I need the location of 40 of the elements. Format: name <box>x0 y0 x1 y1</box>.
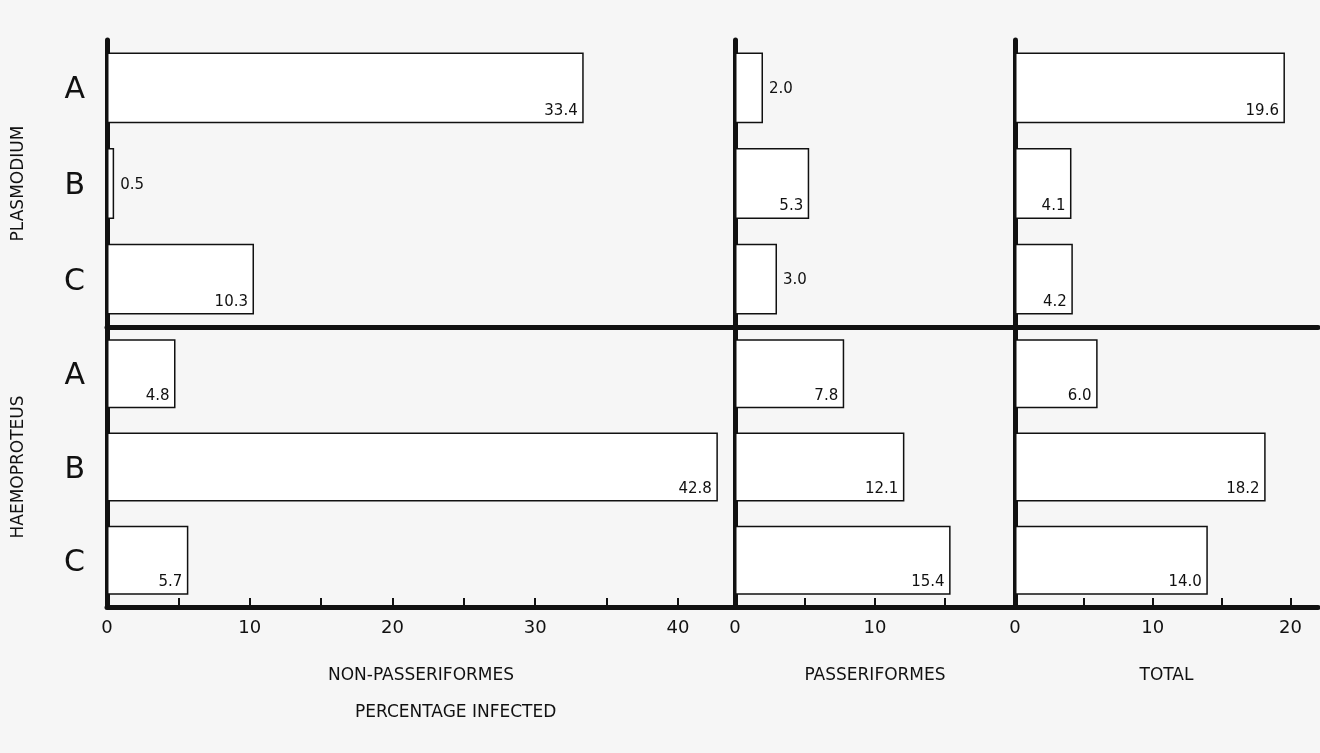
y-tick-label: A <box>64 356 86 392</box>
y-tick-label: C <box>64 542 85 578</box>
data-label: 18.2 <box>1226 479 1260 498</box>
data-label: 42.8 <box>678 479 712 498</box>
data-label: 0.5 <box>120 174 144 193</box>
data-label: 19.6 <box>1245 100 1279 119</box>
data-label: 6.0 <box>1067 385 1092 404</box>
y-tick-label: B <box>64 449 85 485</box>
text: PERCENTAGE INFECTED <box>355 700 557 721</box>
x-axis-title: PASSERIFORMES <box>804 663 946 684</box>
y-axis-title: HAEMOPROTEUS <box>6 395 27 539</box>
data-label: 5.3 <box>779 196 804 215</box>
x-tick-label: 30 <box>523 615 547 637</box>
data-label: 10.3 <box>214 292 249 311</box>
x-tick-label: 0 <box>729 615 741 637</box>
data-label: 15.4 <box>911 572 945 591</box>
x-tick-label: 0 <box>1009 615 1021 637</box>
x-axis-title: TOTAL <box>1138 663 1194 684</box>
x-tick-label: 20 <box>381 615 404 637</box>
data-label: 2.0 <box>769 78 793 97</box>
data-label: 4.2 <box>1042 292 1067 311</box>
data-label: 4.1 <box>1041 196 1066 215</box>
x-axis-title: NON-PASSERIFORMES <box>327 663 515 684</box>
data-label: 3.0 <box>783 270 807 289</box>
data-label: 5.7 <box>158 572 183 591</box>
data-label: 33.4 <box>544 100 578 119</box>
data-label: 4.8 <box>145 385 170 404</box>
x-tick-label: 0 <box>101 615 113 637</box>
x-tick-label: 10 <box>1141 615 1165 637</box>
y-tick-label: C <box>64 261 85 297</box>
data-label: 7.8 <box>814 385 839 404</box>
y-axis-title: PLASMODIUM <box>6 125 27 242</box>
y-tick-label: B <box>64 166 85 201</box>
x-tick-label: 20 <box>1279 615 1302 637</box>
data-label: 12.1 <box>864 479 899 498</box>
data-label: 14.0 <box>1168 572 1202 591</box>
y-tick-label: A <box>64 70 86 106</box>
x-tick-label: 10 <box>863 615 887 637</box>
x-tick-label: 40 <box>666 615 690 637</box>
x-tick-label: 10 <box>238 615 262 637</box>
